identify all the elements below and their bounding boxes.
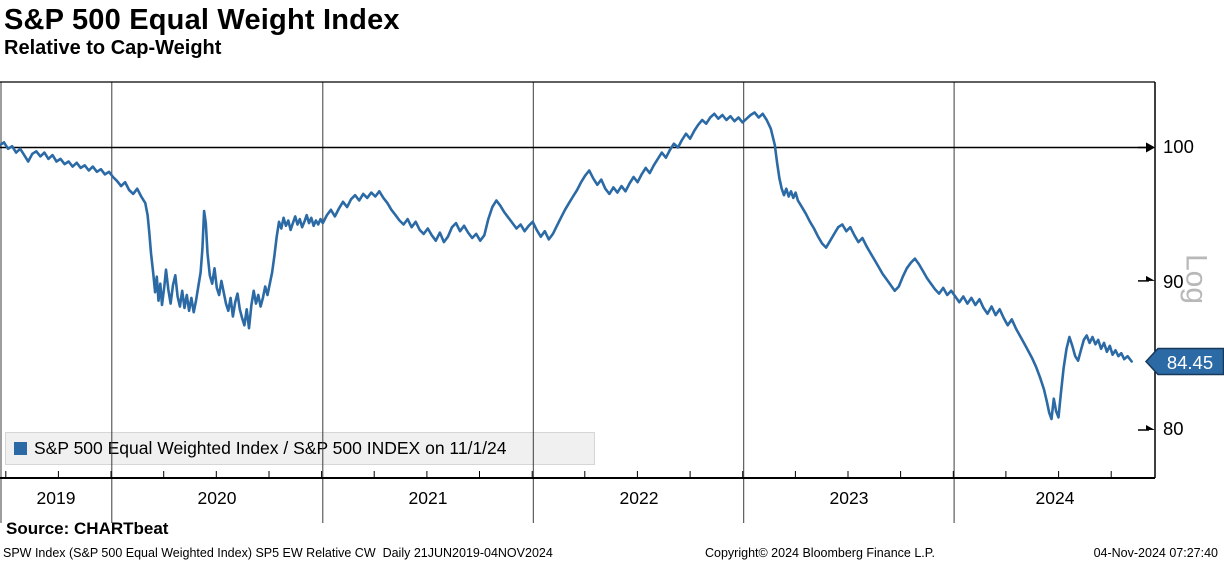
axes-frame [0, 81, 1156, 479]
security-classification: SPW Index (S&P 500 Equal Weighted Index)… [3, 546, 553, 560]
y-axis-label-90: 90 [1163, 271, 1184, 292]
y-axis-label-80: 80 [1163, 418, 1184, 439]
legend-label: S&P 500 Equal Weighted Index / S&P 500 I… [34, 438, 507, 458]
x-axis-label-2021: 2021 [409, 488, 448, 508]
x-axis-label-2019: 2019 [37, 488, 76, 508]
page-title: S&P 500 Equal Weight Index [4, 4, 400, 36]
series-line [0, 111, 1133, 421]
x-axis-label-2020: 2020 [198, 488, 237, 508]
last-price-value: 84.45 [1167, 352, 1213, 373]
copyright-text: Copyright© 2024 Bloomberg Finance L.P. [705, 546, 935, 560]
y-axis-label-100: 100 [1163, 136, 1194, 157]
x-axis-label-2024: 2024 [1036, 488, 1075, 508]
legend[interactable]: S&P 500 Equal Weighted Index / S&P 500 I… [5, 432, 595, 465]
price-badge-arrow-icon [1144, 347, 1224, 376]
x-axis-label-2023: 2023 [830, 488, 869, 508]
chart-header: S&P 500 Equal Weight Index Relative to C… [4, 4, 400, 60]
legend-series-marker-icon [14, 442, 27, 455]
last-price-badge: 84.45 [1144, 347, 1224, 376]
chart-subtitle: Relative to Cap-Weight [4, 37, 222, 59]
timestamp: 04-Nov-2024 07:27:40 [1093, 546, 1218, 560]
log-scale-label: Log [1180, 254, 1213, 304]
source-label: Source: CHARTbeat [6, 519, 169, 538]
x-axis-label-2022: 2022 [620, 488, 659, 508]
reference-line-100 [0, 142, 1155, 153]
y-axis-tick-arrows [1138, 142, 1155, 431]
